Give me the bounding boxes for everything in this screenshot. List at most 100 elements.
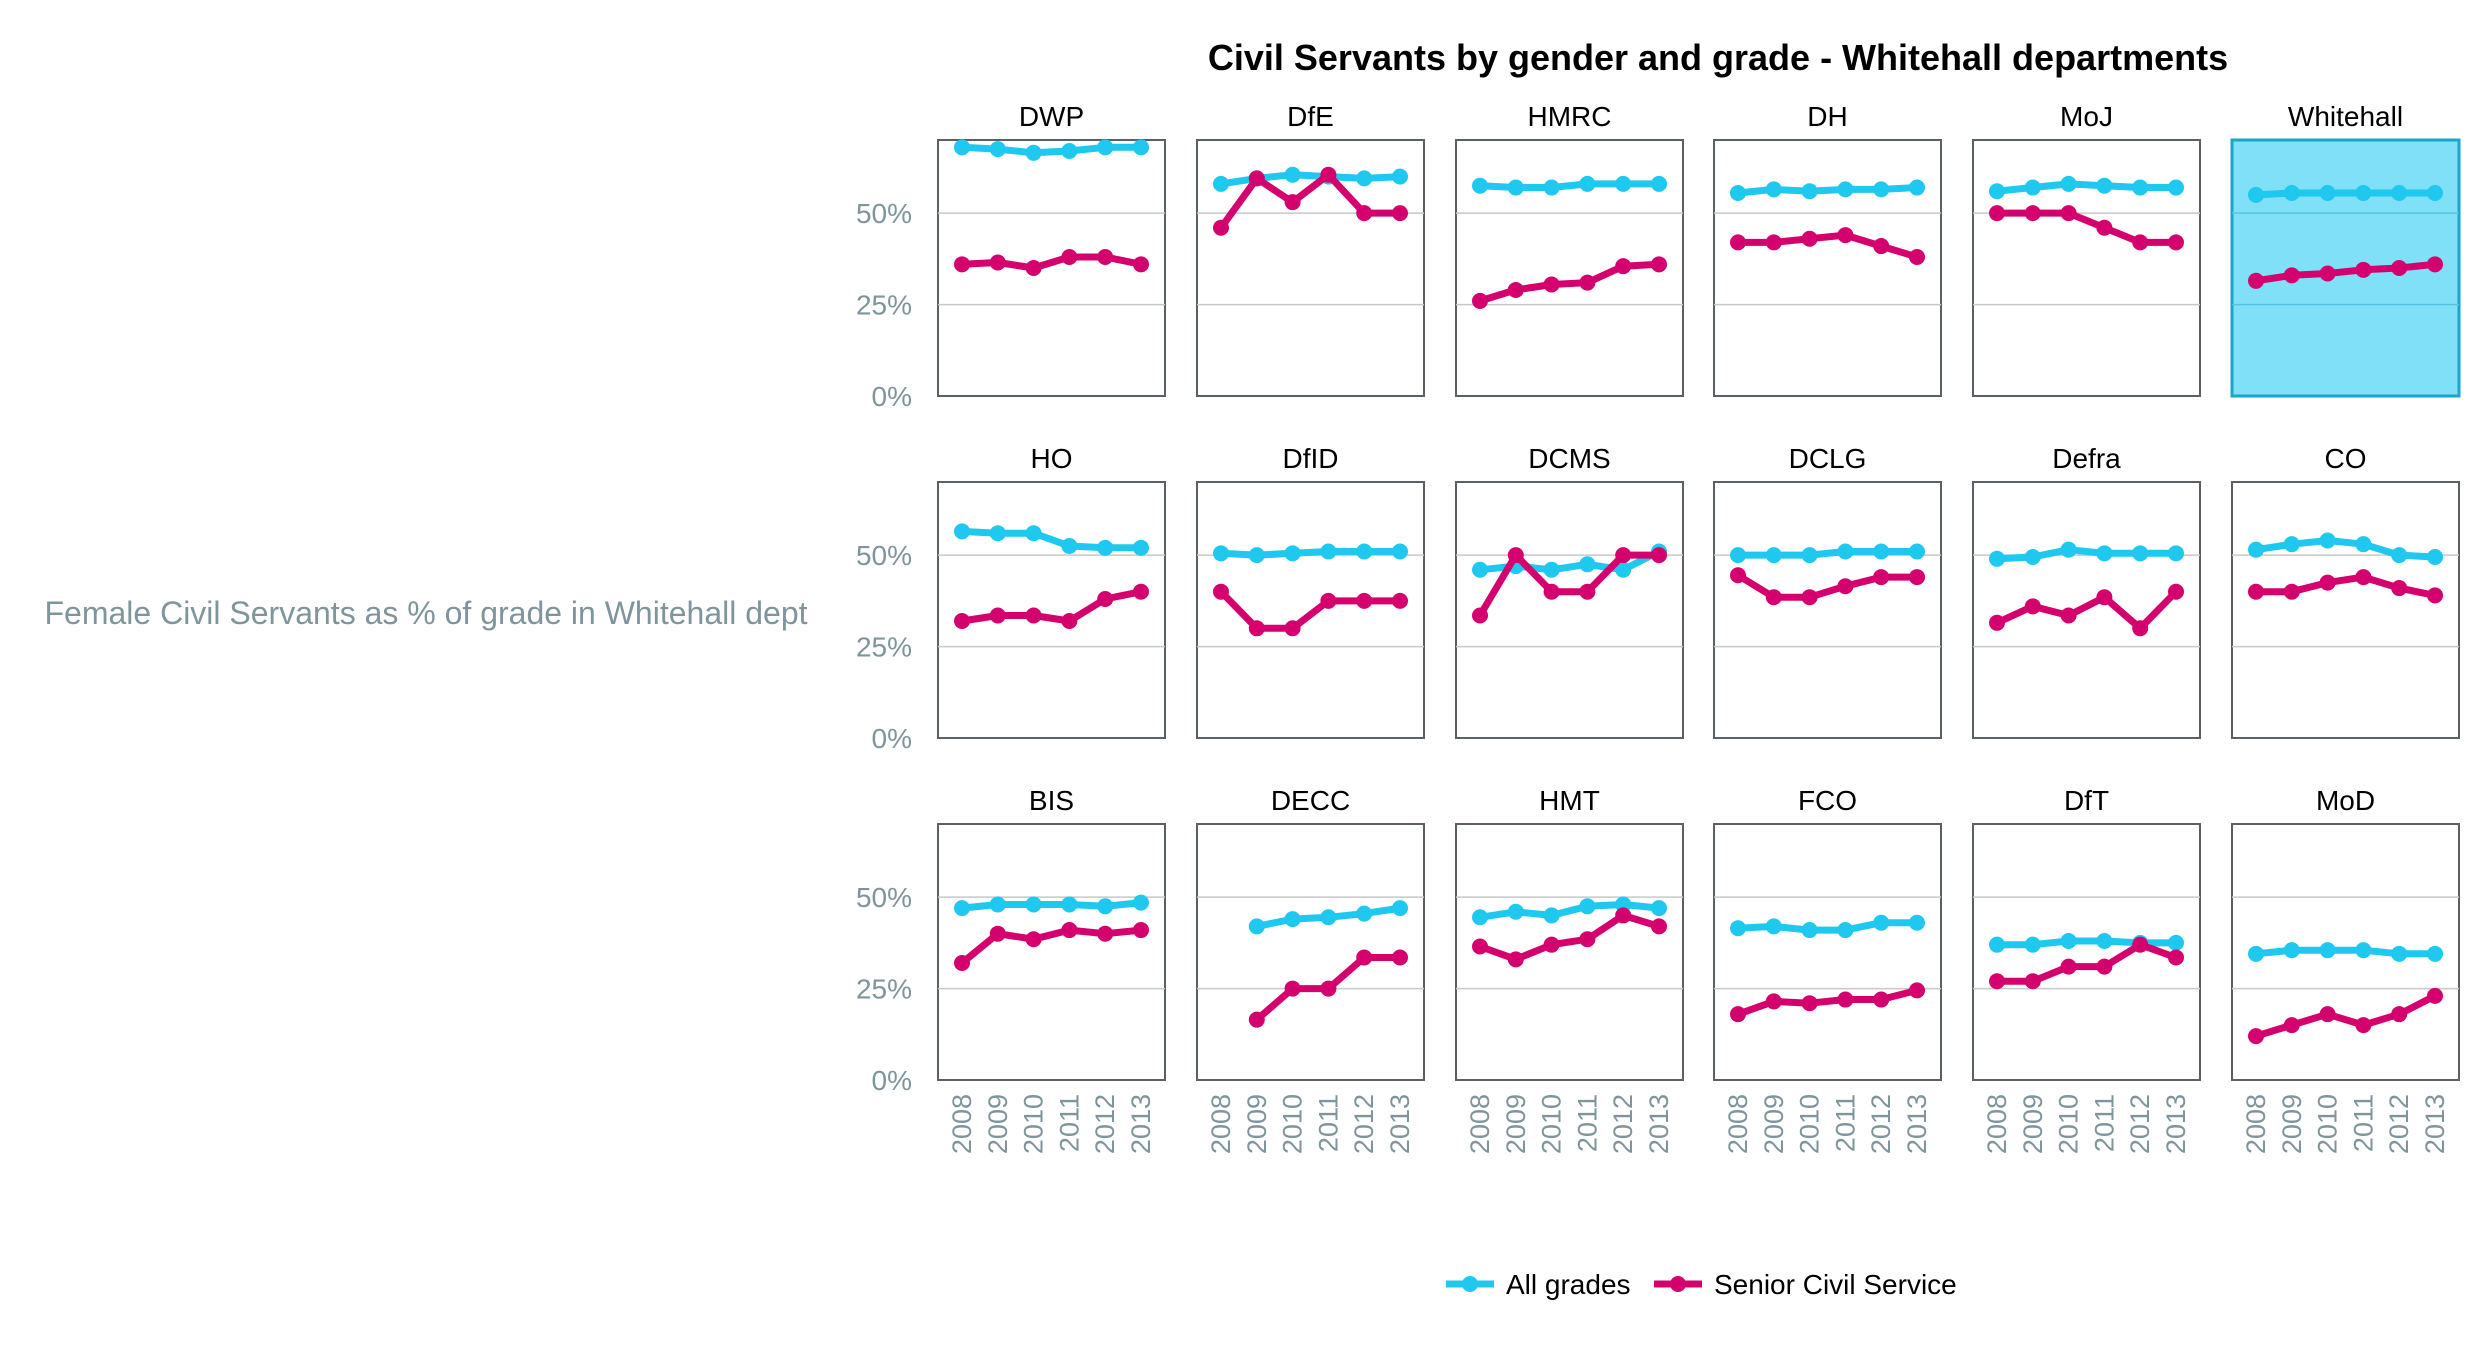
senior-civil-service-point <box>989 925 1006 942</box>
all-grades-line <box>2252 946 2439 958</box>
all-grades-point <box>1133 139 1149 156</box>
legend-marker-all-grades <box>1462 1276 1478 1292</box>
all-grades-point <box>2248 945 2264 962</box>
senior-civil-service-point <box>2283 267 2300 284</box>
senior-civil-service-point <box>1579 274 1596 291</box>
all-grades-point <box>1615 561 1632 578</box>
senior-civil-service-point <box>2391 260 2408 276</box>
senior-civil-service-point <box>2060 958 2077 975</box>
all-grades-point <box>1356 543 1373 560</box>
x-tick-label: 2008 <box>1206 1094 1236 1154</box>
senior-civil-service-point <box>2024 598 2041 615</box>
senior-civil-service-point <box>1730 234 1746 251</box>
x-tick-label: 2009 <box>983 1094 1013 1154</box>
x-tick-label: 2012 <box>1349 1094 1379 1154</box>
senior-civil-service-point <box>1284 194 1301 211</box>
panel-title: HMT <box>1539 785 1600 816</box>
senior-civil-service-point <box>1730 1006 1746 1023</box>
panel-dfid: DfID <box>1196 443 1425 739</box>
all-grades-point <box>1615 896 1632 913</box>
panel-title: Defra <box>2052 443 2121 474</box>
senior-civil-service-point <box>1133 256 1149 273</box>
panel-frame <box>1713 139 1942 397</box>
all-grades-point <box>2427 185 2443 202</box>
all-grades-line <box>1217 548 1404 559</box>
x-tick-label: 2011 <box>2089 1094 2119 1152</box>
senior-civil-service-point <box>2319 265 2336 282</box>
senior-civil-service-point <box>1284 980 1301 997</box>
senior-civil-service-point <box>2355 569 2372 586</box>
senior-civil-service-point <box>2060 607 2077 624</box>
panel-co: CO <box>2231 443 2460 739</box>
senior-civil-service-point <box>1801 995 1818 1012</box>
all-grades-point <box>1765 918 1782 935</box>
senior-civil-service-point <box>2248 583 2264 600</box>
all-grades-point <box>1543 179 1560 196</box>
all-grades-point <box>1543 907 1560 924</box>
all-grades-point <box>2319 942 2336 959</box>
x-tick-label: 2010 <box>1278 1094 1308 1154</box>
senior-civil-service-point <box>1356 205 1373 222</box>
all-grades-point <box>989 896 1006 913</box>
senior-civil-service-point <box>1097 249 1114 266</box>
senior-civil-service-point <box>1248 170 1265 187</box>
all-grades-point <box>2283 185 2300 202</box>
all-grades-point <box>2248 186 2264 203</box>
all-grades-point <box>1392 168 1408 185</box>
all-grades-point <box>1472 561 1488 578</box>
senior-civil-service-point <box>954 256 970 273</box>
x-tick-label: 2011 <box>1572 1094 1602 1152</box>
all-grades-point <box>2096 545 2113 562</box>
all-grades-point <box>1801 922 1818 939</box>
senior-civil-service-point <box>1989 614 2005 631</box>
senior-civil-service-point <box>2248 1028 2264 1045</box>
x-tick-label: 2013 <box>2420 1094 2450 1154</box>
all-grades-point <box>1061 896 1078 913</box>
senior-civil-service-point <box>1284 620 1301 637</box>
senior-civil-service-point <box>2427 256 2443 273</box>
all-grades-point <box>2283 942 2300 959</box>
panel-dh: DH <box>1713 101 1942 397</box>
y-tick-label: 50% <box>856 198 912 229</box>
senior-civil-service-point <box>1392 592 1408 609</box>
senior-civil-service-point <box>2283 583 2300 600</box>
panel-frame <box>1196 481 1425 739</box>
all-grades-point <box>1025 896 1042 913</box>
senior-civil-service-point <box>1025 260 1042 276</box>
all-grades-point <box>1801 183 1818 200</box>
all-grades-point <box>2391 547 2408 564</box>
senior-civil-service-point <box>2060 205 2077 222</box>
senior-civil-service-point <box>1061 249 1078 266</box>
senior-civil-service-point <box>1097 591 1114 608</box>
x-tick-label: 2009 <box>1759 1094 1789 1154</box>
all-grades-point <box>1543 561 1560 578</box>
x-tick-label: 2013 <box>1385 1094 1415 1154</box>
panel-title: DfID <box>1283 443 1339 474</box>
all-grades-point <box>1730 185 1746 202</box>
panel-frame <box>937 139 1166 397</box>
panel-dwp: DWP 0% 25% 50% <box>856 101 1166 412</box>
all-grades-point <box>2355 942 2372 959</box>
all-grades-line <box>1734 184 1921 197</box>
senior-civil-service-point <box>1213 219 1229 236</box>
panels-group: DWP 0% 25% 50% DfE HMRC DH MoJ Whitehall HO 0% 25% 5… <box>856 101 2461 1154</box>
x-tick-label: 2011 <box>1830 1094 1860 1152</box>
senior-civil-service-point <box>1097 925 1114 942</box>
senior-civil-service-point <box>1392 205 1408 222</box>
x-tick-label: 2009 <box>1501 1094 1531 1154</box>
senior-civil-service-point <box>1133 922 1149 939</box>
senior-civil-service-point <box>1320 980 1337 997</box>
all-grades-point <box>2168 934 2184 951</box>
x-tick-label: 2012 <box>2125 1094 2155 1154</box>
x-tick-label: 2010 <box>2313 1094 2343 1154</box>
senior-civil-service-point <box>1873 991 1890 1008</box>
panel-title: DWP <box>1019 101 1084 132</box>
all-grades-point <box>1579 175 1596 192</box>
senior-civil-service-point <box>1765 234 1782 251</box>
all-grades-point <box>2427 548 2443 565</box>
panel-bis: BIS 0% 25% 50% 2008 2009 2010 2011 2012 2013 <box>856 785 1166 1154</box>
y-tick-label: 0% <box>872 1065 912 1096</box>
panel-title: HMRC <box>1528 101 1612 132</box>
senior-civil-service-point <box>1579 583 1596 600</box>
